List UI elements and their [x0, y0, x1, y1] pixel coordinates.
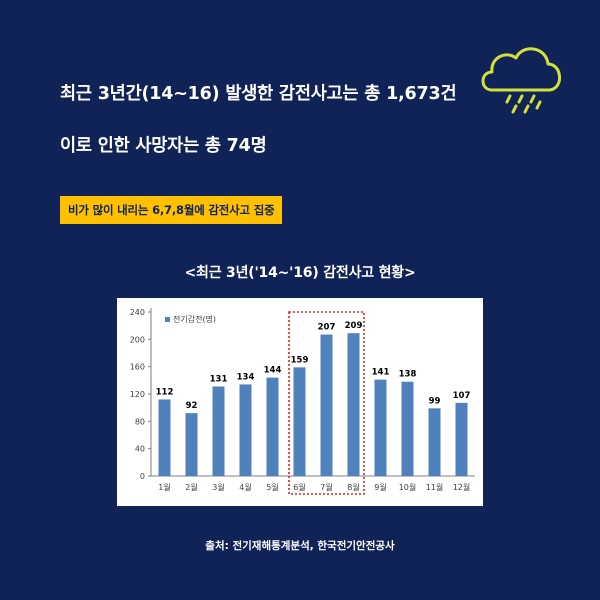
- data-label: 107: [453, 391, 471, 401]
- y-tick-label: 160: [130, 363, 145, 372]
- x-tick-label: 7월: [320, 482, 332, 492]
- data-label: 144: [264, 366, 282, 376]
- source-note: 출처: 전기재해통계분석, 한국전기안전공사: [205, 540, 395, 552]
- data-label: 141: [372, 368, 390, 378]
- bar: [374, 379, 387, 476]
- y-tick-label: 0: [140, 472, 145, 481]
- x-tick-label: 10월: [399, 482, 417, 492]
- y-tick-label: 240: [130, 308, 145, 317]
- y-tick-label: 40: [135, 445, 145, 454]
- x-tick-label: 1월: [158, 482, 170, 492]
- x-tick-label: 8월: [347, 482, 359, 492]
- data-label: 131: [210, 374, 228, 384]
- y-tick-label: 80: [135, 417, 145, 426]
- bar: [293, 367, 306, 476]
- chart-title: <최근 3년('14~'16) 감전사고 현황>: [184, 265, 416, 281]
- bar: [212, 386, 225, 476]
- x-tick-label: 5월: [266, 482, 278, 492]
- bar: [185, 413, 198, 476]
- x-tick-label: 9월: [374, 482, 386, 492]
- legend-swatch: [165, 317, 170, 322]
- bar: [455, 402, 468, 476]
- data-label: 138: [399, 370, 417, 380]
- x-tick-label: 6월: [293, 482, 305, 492]
- bar-chart: 0 40 80 120 160 200 240 112 1월 92 2월 131 3월 134 4월 144 5…: [130, 308, 475, 495]
- data-label: 209: [345, 321, 363, 331]
- x-tick-label: 11월: [426, 482, 444, 492]
- highlight-banner: 비가 많이 내리는 6,7,8월에 감전사고 집중: [60, 196, 283, 224]
- bar: [266, 377, 279, 476]
- chart-panel: 0 40 80 120 160 200 240 112 1월 92 2월 131 3월 134 4월 144 5…: [117, 298, 483, 506]
- data-label: 92: [186, 401, 198, 411]
- data-label: 112: [156, 387, 174, 397]
- bar: [239, 384, 252, 476]
- x-tick-label: 3월: [212, 482, 224, 492]
- highlight-box: [288, 311, 365, 495]
- headline-total-accidents: 최근 3년간(14~16) 발생한 감전사고는 총 1,673건: [60, 84, 457, 104]
- legend-label: 전기감전(명): [173, 314, 216, 324]
- bar: [158, 399, 171, 476]
- x-tick-label: 12월: [453, 482, 471, 492]
- data-label: 159: [291, 355, 309, 365]
- y-tick-label: 120: [130, 390, 145, 399]
- headline-total-deaths: 이로 인한 사망자는 총 74명: [60, 136, 267, 156]
- rain-cloud-icon: [481, 47, 561, 114]
- x-tick-label: 4월: [239, 482, 251, 492]
- bar: [320, 334, 333, 476]
- x-tick-label: 2월: [185, 482, 197, 492]
- y-tick-label: 200: [130, 335, 145, 344]
- bar: [428, 408, 441, 476]
- bar: [401, 381, 414, 476]
- bar: [347, 333, 360, 476]
- data-label: 134: [237, 372, 255, 382]
- data-label: 99: [429, 396, 441, 406]
- data-label: 207: [318, 323, 336, 333]
